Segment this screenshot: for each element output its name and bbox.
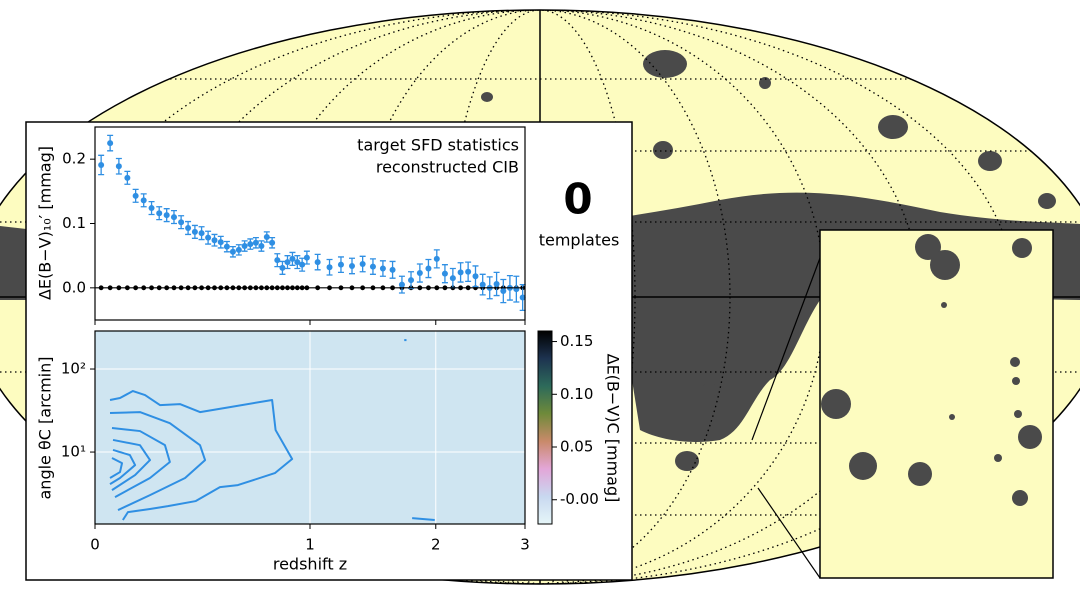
data-point — [425, 265, 432, 272]
data-point — [269, 239, 276, 246]
x-tick-label: 1 — [305, 536, 315, 554]
data-point — [348, 262, 355, 269]
colorbar-tick-label: 0.15 — [560, 332, 593, 350]
data-point — [132, 192, 139, 199]
y-tick-label: 10² — [61, 360, 86, 378]
data-point — [185, 225, 192, 232]
data-point — [369, 263, 376, 270]
data-point — [416, 270, 423, 277]
legend-label: target SFD statistics — [357, 136, 519, 155]
data-point — [263, 234, 270, 241]
data-point — [294, 259, 301, 266]
data-point — [433, 255, 440, 262]
data-point — [98, 161, 105, 168]
colorbar-tick-label: -0.00 — [560, 490, 599, 508]
data-point — [198, 230, 205, 237]
colorbar — [537, 330, 553, 525]
data-point — [229, 248, 236, 255]
y-tick-label: 0.0 — [62, 278, 86, 296]
colorbar-tick-label: 0.10 — [560, 385, 593, 403]
x-tick-label: 0 — [90, 536, 100, 554]
contour-line — [109, 448, 137, 485]
data-point — [241, 243, 248, 250]
colorbar-label: ΔE(B−V)C [mmag] — [604, 354, 623, 503]
data-point — [170, 214, 177, 221]
data-point — [191, 228, 198, 235]
data-point — [472, 273, 479, 280]
data-point — [107, 140, 114, 147]
contour-line — [111, 426, 171, 498]
data-point — [163, 212, 170, 219]
y-tick-label: 10¹ — [61, 443, 86, 461]
data-point — [148, 205, 155, 212]
legend-label: reconstructed CIB — [376, 158, 519, 177]
annotation: 0 — [563, 175, 592, 224]
colorbar-tick-label: 0.05 — [560, 438, 593, 456]
data-point — [140, 197, 147, 204]
data-point — [279, 264, 286, 271]
data-point — [314, 259, 321, 266]
data-point — [398, 281, 405, 288]
data-point — [274, 257, 281, 264]
data-point — [441, 270, 448, 277]
data-point — [289, 255, 296, 262]
contour-line — [412, 517, 435, 521]
plot-area — [95, 134, 526, 311]
data-point — [178, 219, 185, 226]
data-point — [258, 243, 265, 250]
data-point — [223, 243, 230, 250]
data-point — [493, 280, 500, 287]
contour-line — [109, 457, 124, 479]
contour-line — [109, 390, 294, 521]
data-point — [247, 241, 254, 248]
x-tick-label: 3 — [520, 536, 530, 554]
data-point — [299, 261, 306, 268]
data-point — [284, 259, 291, 266]
data-point — [303, 254, 310, 261]
data-point — [449, 275, 456, 282]
data-point — [156, 210, 163, 217]
contour-line — [109, 411, 207, 511]
y-axis-label: ΔE(B−V)₁₀′ [mmag] — [36, 146, 55, 300]
data-point — [408, 277, 415, 284]
data-point — [465, 268, 472, 275]
data-point — [205, 234, 212, 241]
x-tick-label: 2 — [431, 536, 441, 554]
data-point — [379, 265, 386, 272]
data-point — [500, 288, 507, 295]
y-axis-label: angle θC [arcmin] — [36, 356, 55, 499]
data-point — [389, 266, 396, 273]
data-point — [479, 281, 486, 288]
data-point — [252, 239, 259, 246]
data-point — [359, 261, 366, 268]
data-point — [235, 246, 242, 253]
y-tick-label: 0.2 — [62, 150, 86, 168]
y-tick-label: 0.1 — [62, 214, 86, 232]
data-point — [519, 294, 526, 301]
data-point — [337, 261, 344, 268]
x-axis-label: redshift z — [273, 555, 347, 574]
data-point — [217, 239, 224, 246]
plot-frame — [94, 330, 526, 525]
data-point — [115, 163, 122, 170]
data-point — [211, 237, 218, 244]
annotation: templates — [539, 231, 620, 250]
contour-line — [111, 438, 151, 491]
data-point — [124, 174, 131, 181]
plot-frame — [94, 126, 526, 321]
data-point — [326, 264, 333, 271]
data-point — [457, 269, 464, 276]
data-point — [513, 286, 520, 293]
